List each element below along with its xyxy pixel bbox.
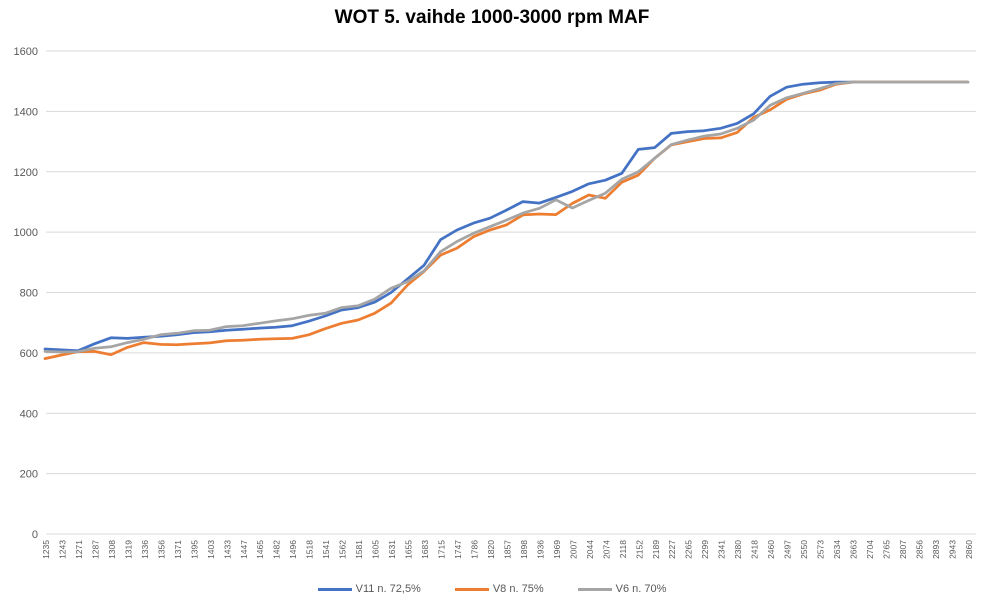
plot-area: 0 200 400 600 800 1000 1200 1400 1600 1235 1243 127… [14,46,976,559]
x-tick-label: 1235 [41,540,51,559]
x-tick-label: 2341 [717,540,727,559]
x-tick-label: 1395 [189,540,199,559]
legend-item-1: V11 n. 72,5% [317,583,421,595]
legend-label: V8 n. 75% [492,583,544,595]
x-tick-label: 2227 [667,540,677,559]
x-tick-label: 1747 [453,540,463,559]
x-tick-label: 2856 [914,540,924,559]
x-tick-label: 2497 [783,540,793,559]
x-tick-label: 1518 [305,540,315,559]
x-tick-label: 2380 [733,540,743,559]
x-tick-label: 1857 [502,540,512,559]
x-tick-label: 2893 [931,540,941,559]
y-tick-label: 600 [20,348,38,360]
x-tick-label: 2663 [849,540,859,559]
x-tick-label: 2704 [865,540,875,559]
x-tick-label: 1319 [123,540,133,559]
x-tick-label: 2634 [832,540,842,559]
legend-item-2: V8 n. 75% [454,583,544,595]
x-tick-label: 1271 [74,540,84,559]
x-tick-label: 1969 [552,540,562,559]
chart-title: WOT 5. vaihde 1000-3000 rpm MAF [334,7,650,28]
legend: V11 n. 72,5% V8 n. 75% V6 n. 70% [0,583,984,595]
x-tick-label: 1243 [57,540,67,559]
legend-swatch-icon [577,587,612,591]
legend-item-3: V6 n. 70% [577,583,667,595]
y-tick-label: 1000 [14,227,38,239]
legend-label: V11 n. 72,5% [355,583,421,595]
series-line-1 [43,80,970,353]
x-tick-label: 2807 [898,540,908,559]
x-tick-label: 2418 [750,540,760,559]
x-tick-label: 2573 [816,540,826,559]
legend-label: V6 n. 70% [615,583,667,595]
x-tick-label: 1820 [486,540,496,559]
x-tick-label: 2265 [684,540,694,559]
x-tick-label: 1581 [354,540,364,559]
y-tick-label: 800 [20,288,38,300]
x-tick-label: 1371 [173,540,183,559]
gridlines [46,50,976,535]
x-tick-label: 2007 [568,540,578,559]
x-tick-label: 1447 [239,540,249,559]
legend-swatch-icon [317,587,352,591]
x-tick-label: 2189 [651,540,661,559]
y-tick-label: 400 [20,408,38,420]
x-tick-label: 1308 [107,540,117,559]
x-tick-label: 2044 [585,540,595,559]
x-tick-label: 2943 [947,540,957,559]
x-tick-label: 2074 [601,540,611,559]
x-axis-labels: 1235 1243 1271 1287 1308 1319 1336 1356 1371 1395… [41,540,974,559]
legend-swatch-icon [454,587,489,591]
series-line-3 [43,80,970,354]
x-tick-label: 1433 [222,540,232,559]
y-tick-label: 1200 [14,167,38,179]
y-tick-label: 1400 [14,106,38,118]
y-axis-labels: 0 200 400 600 800 1000 1200 1400 1600 [14,46,38,541]
x-tick-label: 2460 [766,540,776,559]
x-tick-label: 1786 [469,540,479,559]
x-tick-label: 1655 [404,540,414,559]
x-tick-label: 1465 [255,540,265,559]
x-tick-label: 2118 [618,540,628,559]
x-tick-label: 1356 [156,540,166,559]
x-tick-label: 1683 [420,540,430,559]
x-tick-label: 2299 [700,540,710,559]
x-tick-label: 1936 [535,540,545,559]
y-tick-label: 1600 [14,46,38,58]
x-tick-label: 1287 [90,540,100,559]
x-tick-label: 1482 [272,540,282,559]
x-tick-label: 1541 [321,540,331,559]
x-tick-label: 1631 [387,540,397,559]
x-tick-label: 1336 [140,540,150,559]
x-tick-label: 2765 [881,540,891,559]
x-tick-label: 1562 [338,540,348,559]
x-tick-label: 1898 [519,540,529,559]
x-tick-label: 2152 [634,540,644,559]
y-tick-label: 0 [32,529,38,541]
y-tick-label: 200 [20,469,38,481]
x-tick-label: 1403 [206,540,216,559]
x-tick-label: 2860 [964,540,974,559]
x-tick-label: 1605 [371,540,381,559]
x-tick-label: 1496 [288,540,298,559]
x-tick-label: 1715 [437,540,447,559]
x-tick-label: 2550 [799,540,809,559]
